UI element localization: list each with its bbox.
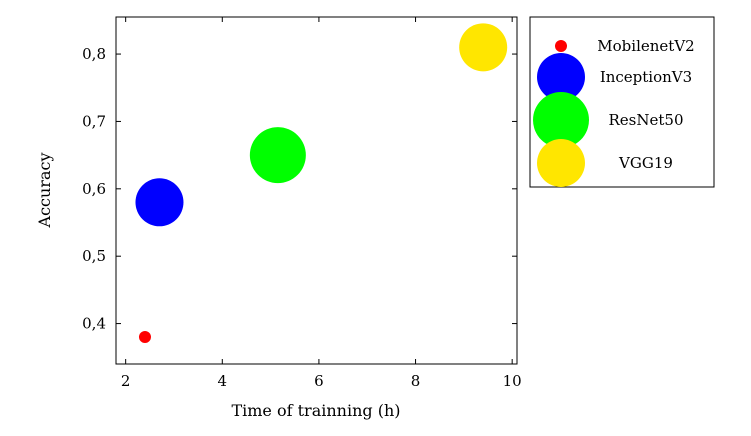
legend-marker [537, 53, 585, 101]
y-tick-label: 0,5 [82, 247, 106, 265]
x-tick-label: 2 [121, 372, 131, 390]
ticks: 2 4 6 8 10 0,4 0,5 0,6 0,7 0,8 [82, 17, 522, 390]
legend-label: VGG19 [618, 154, 673, 172]
x-tick-label: 6 [314, 372, 324, 390]
y-tick-label: 0,6 [82, 180, 106, 198]
y-axis-label: Accuracy [35, 153, 54, 229]
y-tick-label: 0,8 [82, 45, 106, 63]
y-tick-label: 0,4 [82, 315, 106, 333]
x-axis-label: Time of trainning (h) [231, 401, 400, 420]
data-point-inceptionv3 [135, 178, 184, 227]
legend-label: InceptionV3 [600, 68, 692, 86]
x-tick-label: 10 [503, 372, 522, 390]
x-tick-label: 4 [218, 372, 228, 390]
legend-label: MobilenetV2 [597, 37, 694, 55]
legend-marker [533, 92, 589, 148]
data-point-vgg19 [459, 23, 508, 72]
plot-area [115, 16, 518, 365]
legend: MobilenetV2 InceptionV3 ResNet50 VGG19 [529, 16, 715, 188]
y-tick-label: 0,7 [82, 112, 106, 130]
legend-label: ResNet50 [609, 111, 684, 129]
legend-marker [555, 40, 567, 52]
data-points [135, 23, 508, 344]
data-point-resnet50 [249, 127, 306, 184]
legend-marker [537, 139, 585, 187]
x-tick-label: 8 [411, 372, 421, 390]
data-point-mobilenetv2 [138, 331, 151, 344]
